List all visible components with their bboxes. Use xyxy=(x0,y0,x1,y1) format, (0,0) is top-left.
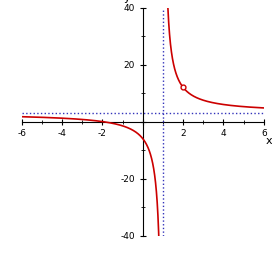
X-axis label: x: x xyxy=(265,136,272,146)
Y-axis label: y: y xyxy=(124,0,130,3)
